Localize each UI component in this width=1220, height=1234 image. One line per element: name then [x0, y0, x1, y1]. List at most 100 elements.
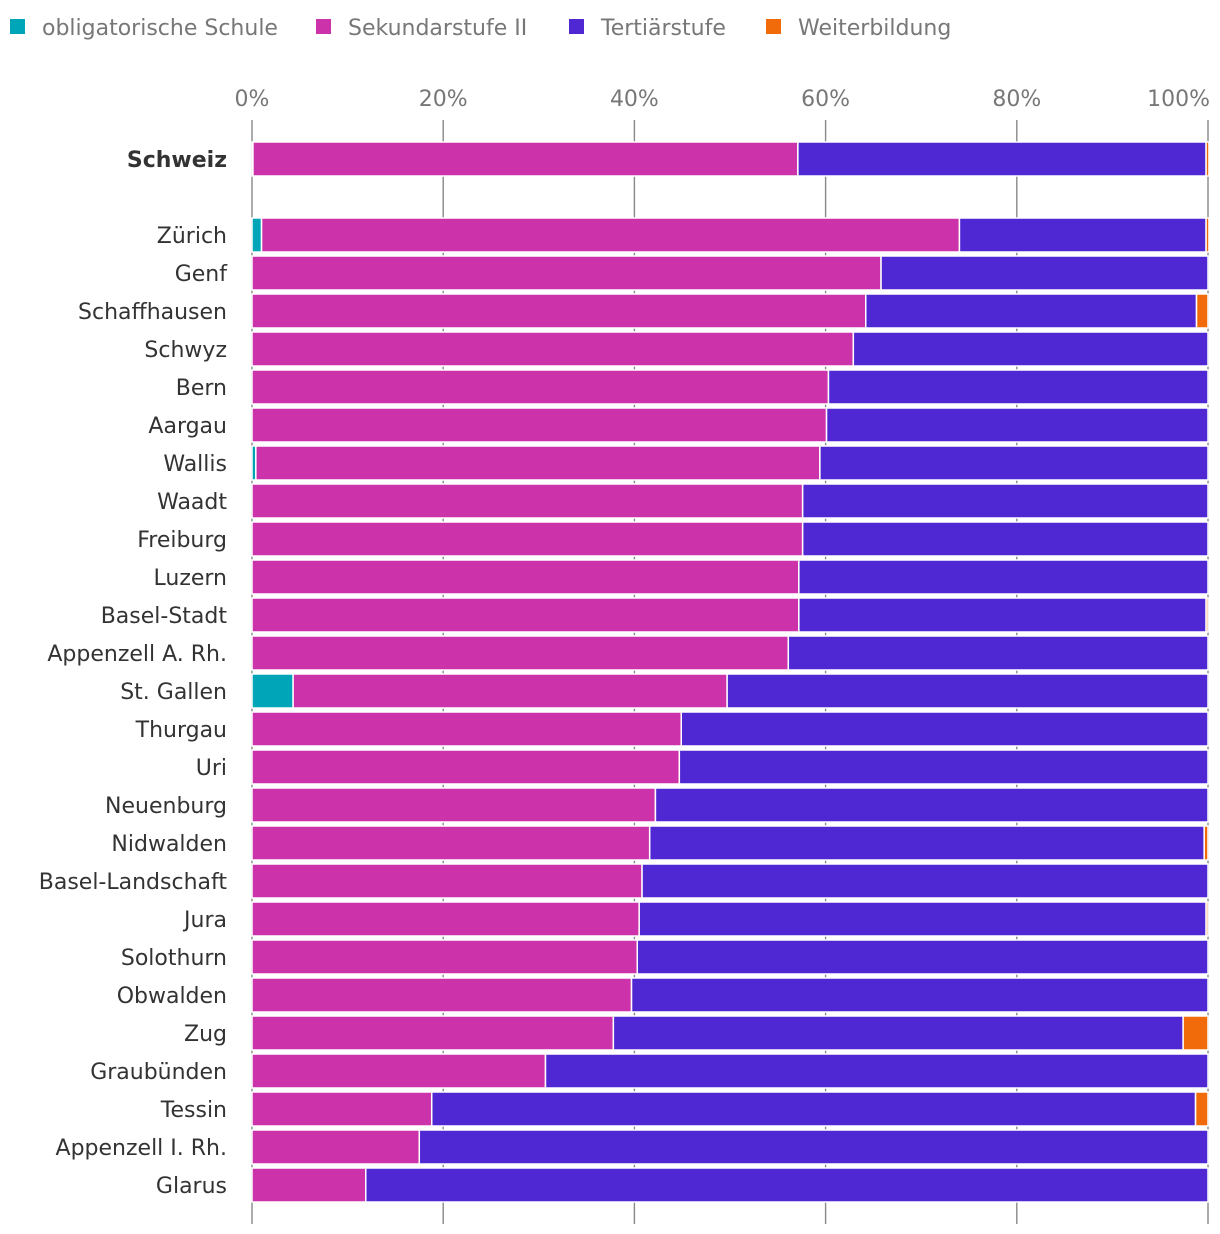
category-label-9: Freiburg — [137, 528, 227, 553]
category-label-12: Appenzell A. Rh. — [47, 642, 227, 667]
x-tick-label-5: 100% — [1147, 87, 1210, 112]
legend-swatch-3 — [766, 19, 781, 34]
category-label-0: Schweiz — [127, 148, 227, 173]
bar-segment-11-2 — [798, 597, 1207, 633]
bar-segment-2-2 — [880, 255, 1209, 291]
bar-segment-12-1 — [251, 635, 790, 671]
bar-segment-15-2 — [678, 749, 1209, 785]
bar-segment-21-1 — [251, 977, 633, 1013]
legend-swatch-0 — [10, 19, 25, 34]
bar-segment-17-2 — [648, 825, 1205, 861]
bar-segment-2-1 — [251, 255, 882, 291]
bar-segment-19-1 — [251, 901, 640, 937]
bar-segment-26-1 — [251, 1167, 367, 1203]
category-label-20: Solothurn — [121, 946, 227, 971]
bar-segment-7-2 — [819, 445, 1209, 481]
bars — [251, 141, 1210, 1203]
bar-segment-24-3 — [1194, 1091, 1209, 1127]
x-axis-tick-labels: 0% 20% 40% 60% 80% 100% — [235, 87, 1210, 112]
bar-segment-17-1 — [251, 825, 651, 861]
bar-segment-9-1 — [251, 521, 804, 557]
bar-segment-1-3 — [1205, 217, 1210, 253]
legend-swatch-1 — [316, 19, 331, 34]
bar-segment-0-2 — [797, 141, 1207, 177]
bar-segment-5-2 — [827, 369, 1209, 405]
bar-segment-14-2 — [680, 711, 1209, 747]
category-label-4: Schwyz — [144, 338, 227, 363]
category-label-5: Bern — [176, 376, 227, 401]
legend-label-2: Tertiärstufe — [600, 16, 726, 41]
category-label-23: Graubünden — [90, 1060, 227, 1085]
bar-segment-23-2 — [544, 1053, 1209, 1089]
category-label-13: St. Gallen — [120, 680, 227, 705]
bar-segment-9-2 — [801, 521, 1209, 557]
bar-segment-4-2 — [852, 331, 1209, 367]
bar-segment-20-1 — [251, 939, 639, 975]
category-label-2: Genf — [175, 262, 229, 287]
bar-segment-16-2 — [654, 787, 1209, 823]
bar-segment-12-2 — [787, 635, 1209, 671]
legend-label-0: obligatorische Schule — [42, 16, 278, 41]
bar-segment-22-3 — [1182, 1015, 1209, 1051]
bar-segment-15-1 — [251, 749, 681, 785]
bar-segment-3-3 — [1195, 293, 1209, 329]
bar-segment-26-2 — [365, 1167, 1209, 1203]
bar-segment-1-2 — [958, 217, 1207, 253]
bar-segment-1-0 — [251, 217, 263, 253]
category-label-22: Zug — [184, 1022, 227, 1047]
bar-segment-3-2 — [865, 293, 1198, 329]
bar-segment-7-1 — [255, 445, 821, 481]
bar-segment-6-1 — [251, 407, 828, 443]
bar-segment-25-2 — [418, 1129, 1209, 1165]
bar-segment-20-2 — [636, 939, 1209, 975]
bar-segment-21-2 — [630, 977, 1209, 1013]
bar-segment-4-1 — [251, 331, 855, 367]
bar-segment-3-1 — [251, 293, 867, 329]
category-label-19: Jura — [182, 908, 227, 933]
legend: obligatorische Schule Sekundarstufe II Ter… — [10, 16, 951, 41]
bar-segment-24-1 — [251, 1091, 433, 1127]
category-label-26: Glarus — [156, 1174, 227, 1199]
bar-segment-13-2 — [726, 673, 1209, 709]
bar-segment-18-2 — [641, 863, 1209, 899]
bar-segment-0-3 — [1205, 141, 1210, 177]
bar-segment-11-1 — [251, 597, 800, 633]
x-tick-label-1: 20% — [419, 87, 468, 112]
category-label-17: Nidwalden — [111, 832, 227, 857]
bar-segment-18-1 — [251, 863, 643, 899]
bar-segment-0-1 — [252, 141, 799, 177]
category-label-7: Wallis — [163, 452, 227, 477]
category-label-16: Neuenburg — [105, 794, 227, 819]
bar-segment-22-1 — [251, 1015, 615, 1051]
bar-segment-19-2 — [638, 901, 1207, 937]
category-label-3: Schaffhausen — [78, 300, 227, 325]
bar-segment-17-3 — [1203, 825, 1209, 861]
legend-label-1: Sekundarstufe II — [348, 16, 527, 41]
bar-segment-22-2 — [612, 1015, 1184, 1051]
legend-swatch-2 — [569, 19, 584, 34]
category-label-11: Basel-Stadt — [101, 604, 228, 629]
bar-segment-5-1 — [251, 369, 830, 405]
bar-segment-16-1 — [251, 787, 657, 823]
bar-segment-25-1 — [251, 1129, 421, 1165]
x-tick-label-4: 80% — [992, 87, 1041, 112]
category-label-25: Appenzell I. Rh. — [56, 1136, 227, 1161]
bar-segment-14-1 — [251, 711, 682, 747]
category-label-14: Thurgau — [135, 718, 227, 743]
bar-segment-13-0 — [251, 673, 294, 709]
category-label-10: Luzern — [154, 566, 228, 591]
category-label-1: Zürich — [157, 224, 227, 249]
bar-segment-10-1 — [251, 559, 800, 595]
category-label-18: Basel-Landschaft — [39, 870, 228, 895]
x-tick-label-2: 40% — [610, 87, 659, 112]
bar-segment-24-2 — [430, 1091, 1197, 1127]
category-label-15: Uri — [196, 756, 227, 781]
category-label-24: Tessin — [160, 1098, 227, 1123]
bar-segment-23-1 — [251, 1053, 547, 1089]
category-label-6: Aargau — [148, 414, 227, 439]
bar-segment-11-3 — [1205, 597, 1209, 633]
bar-segment-19-3 — [1205, 901, 1209, 937]
legend-label-3: Weiterbildung — [798, 16, 951, 41]
bar-segment-13-1 — [292, 673, 728, 709]
